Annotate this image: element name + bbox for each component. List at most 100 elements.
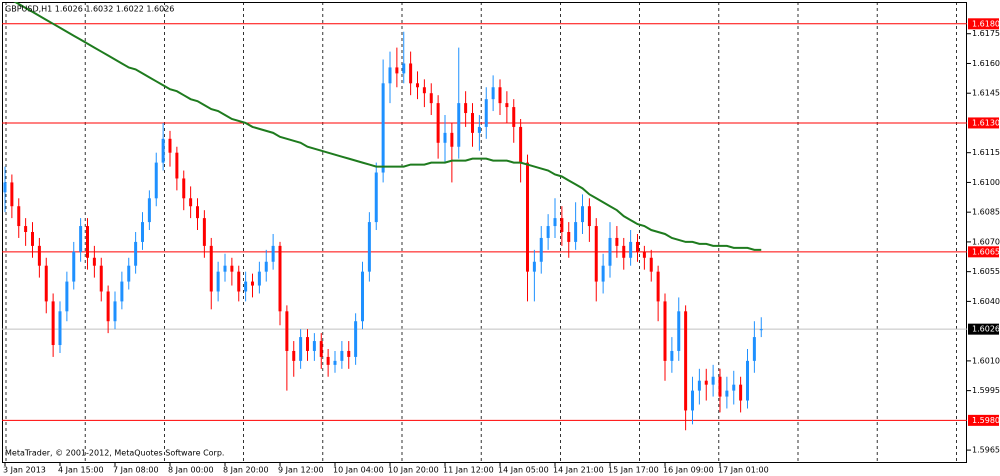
candle-body <box>106 291 110 322</box>
candle-body <box>388 67 392 84</box>
candle-body <box>484 99 488 127</box>
candle-body <box>189 198 193 207</box>
level-label-box <box>968 117 999 129</box>
y-tick-label: 1.6115 <box>972 148 1000 157</box>
candle-body <box>732 384 736 391</box>
candle-body <box>574 222 578 242</box>
candle-body <box>560 218 564 232</box>
candle-body <box>477 126 481 133</box>
y-tick-label: 1.6055 <box>972 267 1000 276</box>
candle-body <box>677 311 681 351</box>
y-tick-label: 1.6145 <box>972 89 1000 98</box>
candle-body <box>649 257 653 272</box>
candle-body <box>161 138 165 163</box>
candle-body <box>175 152 179 179</box>
candle-body <box>326 356 330 365</box>
candle-body <box>601 265 605 282</box>
candle-body <box>429 93 433 104</box>
y-tick-label: 1.5995 <box>972 386 1000 395</box>
candle-body <box>79 226 83 252</box>
candle-body <box>3 182 7 193</box>
y-tick-label: 1.6070 <box>972 237 1000 246</box>
x-tick-label: 10 Jan 04:00 <box>333 466 384 475</box>
candle-body <box>223 265 227 272</box>
y-tick-label: 1.6100 <box>972 178 1000 187</box>
chart-title: GBPUSD,H1 1.6026 1.6032 1.6022 1.6026 <box>5 5 174 14</box>
y-tick-label: 1.6160 <box>972 59 1000 68</box>
candle-body <box>636 241 639 252</box>
candle-body <box>306 337 309 351</box>
candle-body <box>436 103 440 143</box>
candle-body <box>402 63 406 74</box>
x-tick-label: 10 Jan 20:00 <box>388 466 439 475</box>
x-tick-label: 4 Jan 15:00 <box>58 466 104 475</box>
x-tick-label: 14 Jan 05:00 <box>498 466 549 475</box>
candle-body <box>257 271 261 286</box>
x-tick-label: 16 Jan 09:00 <box>663 466 714 475</box>
candle-body <box>567 232 571 242</box>
x-tick-label: 9 Jan 12:00 <box>278 466 324 475</box>
level-label-box <box>968 18 999 30</box>
candle-body <box>292 350 296 361</box>
candle-body <box>526 162 529 272</box>
candle-body <box>216 271 220 292</box>
candle-body <box>154 162 158 199</box>
candle-body <box>532 261 536 272</box>
candle-body <box>718 376 722 397</box>
candle-body <box>553 218 557 227</box>
y-tick-label: 1.6085 <box>972 208 1000 217</box>
candle-body <box>278 245 282 312</box>
candle-body <box>704 380 708 385</box>
x-tick-label: 7 Jan 08:00 <box>113 466 159 475</box>
x-tick-label: 15 Jan 17:00 <box>608 466 659 475</box>
candle-body <box>450 132 454 147</box>
candle-body <box>65 281 69 312</box>
candle-body <box>505 103 509 108</box>
candle-body <box>271 245 275 262</box>
candle-body <box>113 301 117 322</box>
candle-body <box>147 198 151 223</box>
candle-body <box>24 226 28 232</box>
plot-area <box>3 2 763 431</box>
candle-body <box>299 337 303 361</box>
candle-body <box>237 271 241 292</box>
candle-body <box>739 384 743 401</box>
candle-body <box>340 350 344 361</box>
candle-body <box>319 341 323 357</box>
candle-body <box>422 87 426 94</box>
candle-body <box>725 390 729 397</box>
candle-body <box>691 390 694 411</box>
candle-body <box>202 218 206 246</box>
candle-body <box>251 281 254 286</box>
y-tick-label: 1.5965 <box>972 446 1000 455</box>
level-label: 1.6180 <box>972 19 1000 28</box>
level-label: 1.5980 <box>972 416 1000 425</box>
candle-body <box>367 222 371 272</box>
candle-body <box>209 245 213 292</box>
candle-body <box>615 237 619 246</box>
candle-body <box>244 281 248 292</box>
candle-body <box>416 83 419 88</box>
candle-body <box>711 376 715 385</box>
candle-body <box>409 63 413 84</box>
x-tick-label: 11 Jan 12:00 <box>443 466 494 475</box>
candle-body <box>37 245 41 266</box>
candle-body <box>72 251 76 282</box>
candle-body <box>752 337 756 361</box>
candle-body <box>629 241 633 258</box>
last-price-box <box>968 323 999 335</box>
candle-body <box>44 265 48 302</box>
level-label: 1.6130 <box>972 118 1000 127</box>
candle-body <box>381 83 385 173</box>
candle-body <box>51 301 55 346</box>
x-tick-label: 8 Jan 20:00 <box>223 466 269 475</box>
candle-body <box>746 360 749 401</box>
candle-body <box>127 265 131 282</box>
candle-body <box>17 206 21 227</box>
candle-body <box>230 265 234 272</box>
candle-body <box>608 237 612 266</box>
y-tick-label: 1.6175 <box>972 29 1000 38</box>
candle-body <box>395 67 399 74</box>
candle-body <box>622 245 626 258</box>
y-tick-label: 1.6040 <box>972 297 1000 306</box>
